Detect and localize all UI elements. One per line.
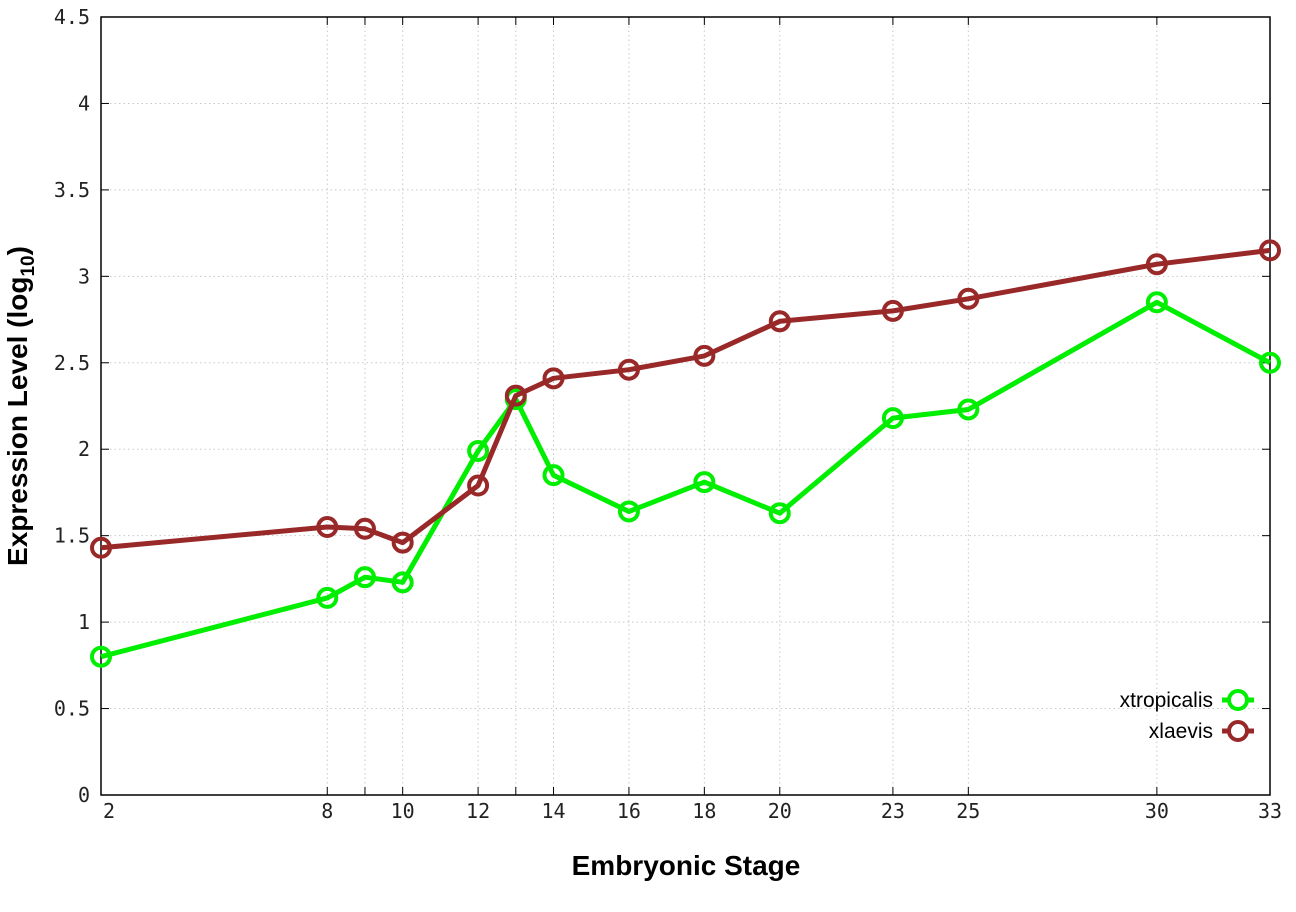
data-point-xtropicalis [391,571,414,594]
y-tick-label: 0 [78,783,90,807]
legend-swatch-marker [1227,689,1249,711]
axis-ticks: 2 8 10 12 14 16 18 20 23 25 30 33 0 0.5 1 1.5 2 2.5 3 3.5 4 4… [54,5,1282,823]
x-tick-label: 12 [466,799,490,823]
data-point-xtropicalis [353,566,376,589]
data-point-xlaevis [881,299,904,322]
legend-label: xtropicalis [1120,689,1213,712]
data-point-xlaevis [90,536,112,559]
series-line-xtropicalis [100,299,1272,660]
data-point-xlaevis [504,384,527,407]
data-point-xtropicalis [542,464,565,487]
grid [101,17,1270,795]
data-point-xlaevis [1259,239,1281,262]
legend-swatch-marker [1227,720,1249,742]
data-point-xtropicalis [881,407,904,430]
legend-label: xlaevis [1149,720,1213,743]
data-point-xlaevis [316,516,339,539]
x-tick-label: 30 [1145,799,1169,823]
series-xtropicalis [90,291,1281,668]
data-point-xlaevis [693,344,716,367]
x-tick-label: 18 [692,799,716,823]
data-point-xtropicalis [693,471,716,494]
data-point-xlaevis [1145,253,1168,276]
x-tick-label: 2 [103,799,115,823]
x-tick-label: 16 [617,799,641,823]
y-axis-title: Expression Level (log10) [2,246,39,566]
series-xlaevis [90,239,1281,559]
y-tick-label: 2 [78,437,90,461]
data-point-xlaevis [391,531,414,554]
data-point-xtropicalis [467,439,490,462]
x-tick-label: 10 [391,799,415,823]
data-point-xlaevis [353,517,376,540]
data-point-xlaevis [957,287,980,310]
y-tick-label: 1.5 [54,524,90,548]
data-point-xtropicalis [1259,351,1281,374]
x-tick-label: 33 [1258,799,1282,823]
data-point-xtropicalis [617,500,640,523]
data-point-xtropicalis [957,398,980,421]
series-layer [90,239,1281,668]
x-tick-label: 20 [768,799,792,823]
y-tick-label: 4 [78,91,90,115]
y-tick-label: 1 [78,610,90,634]
x-tick-label: 23 [881,799,905,823]
x-axis-title: Embryonic Stage [572,850,801,881]
data-point-xtropicalis [1145,291,1168,314]
x-tick-label: 8 [321,799,333,823]
data-point-xlaevis [467,474,490,497]
data-point-xlaevis [542,367,565,390]
data-point-xlaevis [768,310,791,333]
y-tick-label: 3 [78,264,90,288]
series-line-xlaevis [100,247,1271,551]
y-axis-title-close: ) [2,246,33,255]
y-tick-label: 4.5 [54,5,90,29]
y-tick-label: 3.5 [54,178,90,202]
y-axis-title-main: Expression Level (log [2,277,33,566]
y-tick-label: 2.5 [54,351,90,375]
legend-item-xlaevis: xlaevis [1149,720,1254,743]
x-tick-label: 14 [541,799,565,823]
x-tick-label: 25 [956,799,980,823]
data-point-xlaevis [617,358,640,381]
data-point-xtropicalis [316,586,339,609]
data-point-xtropicalis [768,502,791,525]
y-tick-label: 0.5 [54,697,90,721]
data-point-xtropicalis [90,645,112,668]
legend-item-xtropicalis: xtropicalis [1120,689,1254,712]
plot-frame [100,16,1271,796]
y-axis-title-subscript: 10 [18,255,39,276]
legend: xtropicalis xlaevis [1120,689,1254,743]
